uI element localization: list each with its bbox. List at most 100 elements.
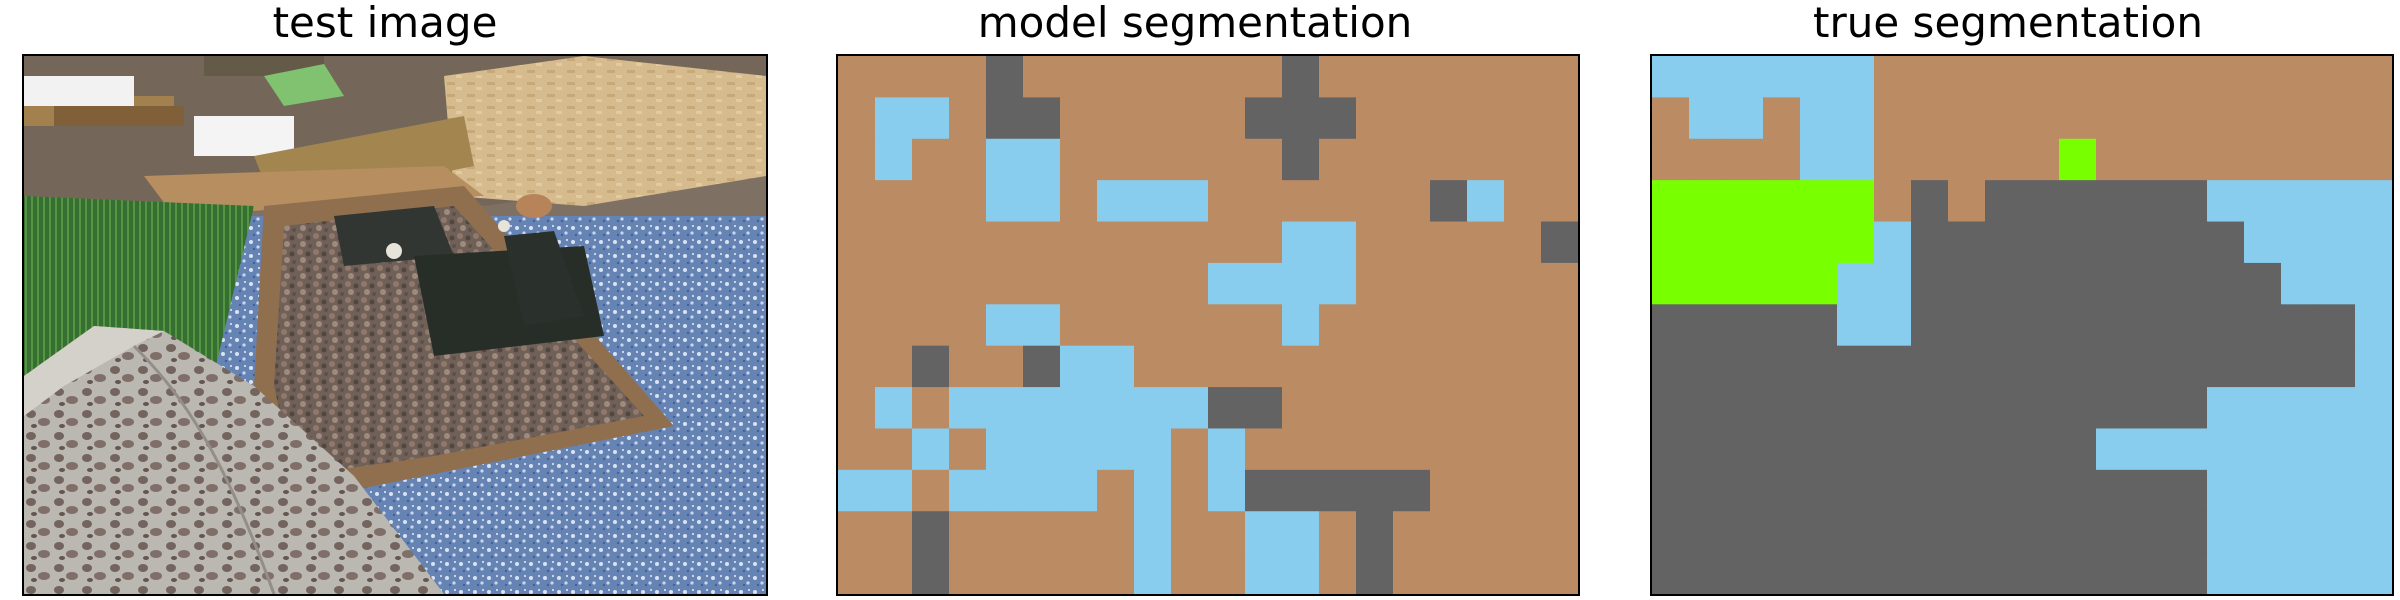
true-segmentation-cell	[1874, 56, 1912, 98]
true-segmentation-cell	[1652, 387, 1690, 430]
model-segmentation-cell	[838, 138, 876, 181]
true-segmentation-cell	[2355, 387, 2392, 430]
true-segmentation-cell	[1874, 221, 1912, 264]
model-segmentation-cell	[1023, 345, 1061, 388]
model-segmentation-cell	[1430, 180, 1468, 223]
model-segmentation-cell	[1245, 56, 1283, 98]
true-segmentation-cell	[1800, 56, 1838, 98]
model-segmentation-cell	[1430, 387, 1468, 430]
true-segmentation-cell	[2318, 97, 2356, 140]
true-segmentation-cell	[2355, 428, 2392, 471]
model-segmentation-cell	[1023, 221, 1061, 264]
true-segmentation-cell	[2133, 511, 2171, 554]
true-segmentation-cell	[2022, 180, 2060, 223]
true-segmentation-cell	[2022, 221, 2060, 264]
model-segmentation-cell	[1430, 511, 1468, 554]
model-segmentation-cell	[1097, 221, 1135, 264]
true-segmentation-cell	[2170, 387, 2208, 430]
true-segmentation-cell	[1689, 180, 1727, 223]
true-segmentation-cell	[2096, 262, 2134, 305]
true-segmentation-cell	[1800, 428, 1838, 471]
true-segmentation-cell	[2059, 469, 2097, 512]
model-segmentation-cell	[875, 387, 913, 430]
model-segmentation-cell	[1097, 511, 1135, 554]
model-segmentation-cell	[1467, 552, 1505, 594]
model-segmentation-cell	[1097, 180, 1135, 223]
model-segmentation-cell	[1060, 138, 1098, 181]
model-segmentation-cell	[1023, 387, 1061, 430]
true-segmentation-cell	[2096, 221, 2134, 264]
model-segmentation-cell	[1208, 138, 1246, 181]
model-segmentation-cell	[1430, 345, 1468, 388]
true-segmentation-cell	[1985, 180, 2023, 223]
model-segmentation-cell	[1467, 56, 1505, 98]
true-segmentation-cell	[2281, 97, 2319, 140]
true-segmentation-cell	[2170, 428, 2208, 471]
model-segmentation-cell	[949, 262, 987, 305]
model-segmentation-cell	[1467, 262, 1505, 305]
model-segmentation-cell	[1356, 511, 1394, 554]
model-segmentation-cell	[1319, 180, 1357, 223]
model-segmentation-cell	[1467, 469, 1505, 512]
true-segmentation-cell	[2022, 511, 2060, 554]
true-segmentation-cell	[1948, 469, 1986, 512]
true-segmentation-cell	[1985, 511, 2023, 554]
true-segmentation-cell	[2244, 552, 2282, 594]
model-segmentation-cell	[1430, 428, 1468, 471]
true-segmentation-cell	[1911, 345, 1949, 388]
model-segmentation-cell	[1282, 221, 1320, 264]
model-segmentation-cell	[949, 428, 987, 471]
model-segmentation-cell	[1467, 345, 1505, 388]
true-segmentation-cell	[2170, 56, 2208, 98]
model-segmentation-cell	[1282, 345, 1320, 388]
model-segmentation-cell	[1023, 304, 1061, 347]
model-segmentation-cell	[1319, 221, 1357, 264]
true-segmentation-cell	[2059, 511, 2097, 554]
true-segmentation-cell	[1837, 262, 1875, 305]
model-segmentation-cell	[1245, 469, 1283, 512]
true-segmentation-cell	[1837, 56, 1875, 98]
true-segmentation-cell	[2022, 428, 2060, 471]
model-segmentation-cell	[1245, 511, 1283, 554]
true-segmentation-cell	[1689, 56, 1727, 98]
model-segmentation-cell	[1393, 97, 1431, 140]
true-segmentation-cell	[2207, 552, 2245, 594]
true-segmentation-frame	[1650, 54, 2394, 596]
model-segmentation-cell	[1171, 469, 1209, 512]
model-segmentation-cell	[1467, 180, 1505, 223]
true-segmentation-cell	[2207, 428, 2245, 471]
model-segmentation-cell	[1504, 387, 1542, 430]
true-segmentation-cell	[1800, 387, 1838, 430]
true-segmentation-cell	[2022, 304, 2060, 347]
model-segmentation-cell	[1208, 97, 1246, 140]
true-segmentation-cell	[2133, 469, 2171, 512]
model-segmentation-cell	[1541, 387, 1578, 430]
model-segmentation-cell	[1393, 221, 1431, 264]
model-segmentation-cell	[1282, 428, 1320, 471]
model-segmentation-cell	[1208, 428, 1246, 471]
model-segmentation-cell	[875, 469, 913, 512]
true-segmentation-cell	[2207, 97, 2245, 140]
true-segmentation-cell	[2022, 387, 2060, 430]
model-segmentation-cell	[1467, 97, 1505, 140]
test-image-photo	[24, 56, 766, 594]
true-segmentation-cell	[1763, 56, 1801, 98]
model-segmentation-cell	[1356, 304, 1394, 347]
true-segmentation-cell	[2059, 221, 2097, 264]
true-segmentation-cell	[1948, 552, 1986, 594]
true-segmentation-cell	[1911, 138, 1949, 181]
model-segmentation-cell	[949, 345, 987, 388]
model-segmentation-cell	[838, 469, 876, 512]
model-segmentation-cell	[912, 387, 950, 430]
true-segmentation-cell	[1837, 469, 1875, 512]
true-segmentation-cell	[1948, 56, 1986, 98]
true-segmentation-cell	[2170, 511, 2208, 554]
model-segmentation-cell	[838, 304, 876, 347]
model-segmentation-cell	[838, 180, 876, 223]
true-segmentation-cell	[1763, 428, 1801, 471]
true-segmentation-cell	[1652, 345, 1690, 388]
model-segmentation-cell	[838, 387, 876, 430]
model-segmentation-cell	[1356, 97, 1394, 140]
model-segmentation-cell	[912, 428, 950, 471]
true-segmentation-cell	[2281, 180, 2319, 223]
